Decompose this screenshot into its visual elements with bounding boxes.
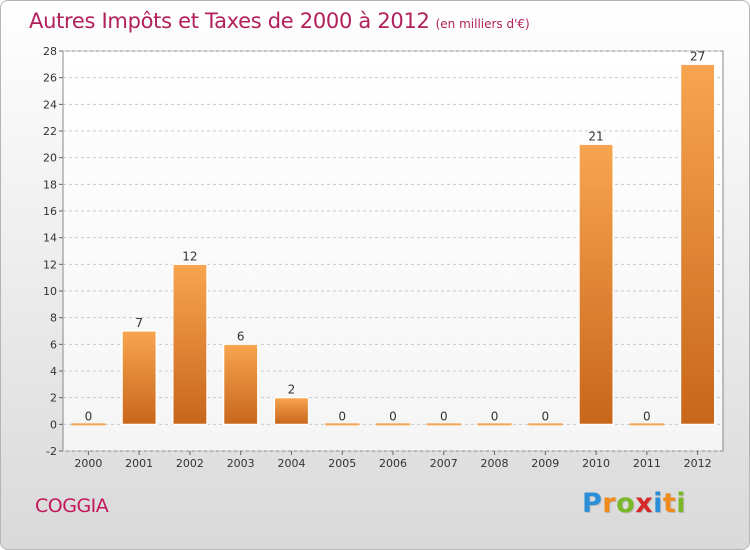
data-label-2007: 0 xyxy=(440,409,448,423)
data-label-2011: 0 xyxy=(643,409,651,423)
x-tick-label-2005: 2005 xyxy=(328,457,356,470)
bar-2000 xyxy=(71,423,106,426)
bar-2006 xyxy=(376,423,410,426)
bar-2011 xyxy=(629,423,664,426)
y-tick-label: 26 xyxy=(43,72,57,85)
bar-2008 xyxy=(477,423,512,426)
bars xyxy=(71,63,716,426)
logo-letter: P xyxy=(582,488,603,519)
x-tick-label-2010: 2010 xyxy=(582,457,610,470)
bar-2004 xyxy=(273,397,310,425)
y-tick-label: 14 xyxy=(43,232,57,245)
y-tick-label: 6 xyxy=(50,338,57,351)
bar-2002 xyxy=(172,263,208,425)
proxiti-logo: Proxiti xyxy=(582,488,686,519)
x-tick-label-2011: 2011 xyxy=(633,457,661,470)
x-tick-label-2001: 2001 xyxy=(125,457,153,470)
y-tick-label: 28 xyxy=(43,45,57,58)
logo-letter: i xyxy=(676,488,687,519)
logo-letter: o xyxy=(616,488,636,519)
y-tick-label: 2 xyxy=(50,392,57,405)
data-label-2003: 6 xyxy=(237,329,245,343)
data-label-2005: 0 xyxy=(338,409,346,423)
x-tick-label-2008: 2008 xyxy=(481,457,509,470)
logo-letter: t xyxy=(662,488,677,519)
x-axis: 2000 2001 2002 2003 2004 2005 2006 2007 2008 2009… xyxy=(74,451,712,470)
data-labels: 0 7 12 6 2 0 0 0 0 0 21 0 27 xyxy=(85,49,706,423)
data-label-2010: 21 xyxy=(588,129,603,143)
x-tick-label-2006: 2006 xyxy=(379,457,407,470)
y-tick-label: 4 xyxy=(50,365,57,378)
bar-2010 xyxy=(578,143,614,425)
x-tick-label-2009: 2009 xyxy=(531,457,559,470)
y-tick-label: 16 xyxy=(43,205,57,218)
x-tick-label-2004: 2004 xyxy=(277,457,305,470)
bar-2012 xyxy=(680,63,716,425)
bar-2001 xyxy=(121,330,157,425)
y-tick-label: 8 xyxy=(50,312,57,325)
y-tick-label: 10 xyxy=(43,285,57,298)
logo-letter: x xyxy=(635,488,654,519)
data-label-2006: 0 xyxy=(389,409,397,423)
commune-name: COGGIA xyxy=(35,495,109,517)
data-label-2004: 2 xyxy=(288,383,296,397)
x-tick-label-2012: 2012 xyxy=(684,457,712,470)
data-label-2012: 27 xyxy=(690,49,705,63)
y-tick-label: 18 xyxy=(43,178,57,191)
bar-2003 xyxy=(223,343,259,425)
x-tick-label-2003: 2003 xyxy=(227,457,255,470)
y-tick-label: 24 xyxy=(43,98,57,111)
y-tick-label: 22 xyxy=(43,125,57,138)
title-block: Autres Impôts et Taxes de 2000 à 2012 (en… xyxy=(29,9,530,33)
x-tick-label-2002: 2002 xyxy=(176,457,204,470)
chart-subtitle: (en milliers d'€) xyxy=(435,17,530,31)
bar-2007 xyxy=(426,423,461,426)
chart-title: Autres Impôts et Taxes de 2000 à 2012 xyxy=(29,9,430,33)
y-tick-label: 20 xyxy=(43,152,57,165)
plot-area xyxy=(62,50,724,452)
data-label-2009: 0 xyxy=(541,409,549,423)
y-tick-label: 12 xyxy=(43,258,57,271)
x-tick-label-2000: 2000 xyxy=(74,457,102,470)
logo-letter: i xyxy=(653,488,663,519)
logo-letter: r xyxy=(602,488,617,519)
data-label-2008: 0 xyxy=(491,409,499,423)
data-label-2001: 7 xyxy=(135,316,143,330)
bar-2009 xyxy=(528,423,563,426)
y-tick-label: 0 xyxy=(50,418,57,431)
bar-2005 xyxy=(325,423,360,426)
y-tick-label: -2 xyxy=(46,445,57,458)
data-label-2002: 12 xyxy=(182,249,197,263)
data-label-2000: 0 xyxy=(85,409,93,423)
x-tick-label-2007: 2007 xyxy=(430,457,458,470)
